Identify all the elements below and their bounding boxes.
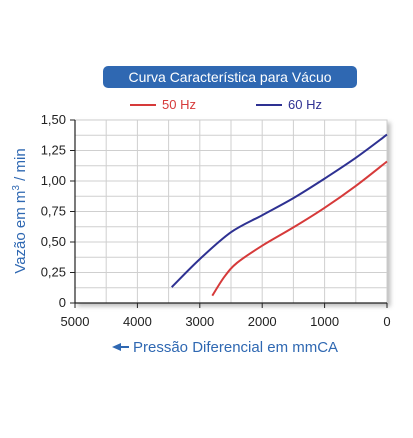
tick-labels: 0 0,25 0,50 0,75 1,00 1,25 1,50 5000 4000 3000 200… xyxy=(41,112,391,329)
x-tick-label: 5000 xyxy=(61,314,90,329)
y-tick-label: 0,75 xyxy=(41,204,66,219)
x-axis-label: Pressão Diferencial em mmCA xyxy=(133,339,338,356)
y-tick-label: 0,50 xyxy=(41,234,66,249)
grid xyxy=(75,120,387,303)
x-tick-label: 0 xyxy=(383,314,390,329)
x-axis-title: Pressão Diferencial em mmCA xyxy=(112,339,338,356)
legend-item-60hz: 60 Hz xyxy=(256,96,322,114)
chart-title: Curva Característica para Vácuo xyxy=(103,66,357,88)
y-tick-label: 0 xyxy=(59,295,66,310)
legend-label-50hz: 50 Hz xyxy=(162,97,196,112)
x-tick-label: 4000 xyxy=(123,314,152,329)
y-tick-label: 1,00 xyxy=(41,173,66,188)
x-tick-label: 2000 xyxy=(248,314,277,329)
left-arrow-icon xyxy=(112,343,121,351)
legend-label-60hz: 60 Hz xyxy=(288,97,322,112)
series-layer xyxy=(171,133,388,297)
y-tick-label: 1,25 xyxy=(41,143,66,158)
legend-swatch-60hz xyxy=(256,104,282,106)
series-line-50hz xyxy=(211,160,388,297)
x-tick-label: 3000 xyxy=(185,314,214,329)
series-line-60hz xyxy=(171,133,388,288)
y-tick-label: 1,50 xyxy=(41,112,66,127)
legend-swatch-50hz xyxy=(130,104,156,106)
x-tick-label: 1000 xyxy=(310,314,339,329)
legend-item-50hz: 50 Hz xyxy=(130,96,196,114)
y-tick-label: 0,25 xyxy=(41,265,66,280)
y-axis-title: Vazão em m3 / min xyxy=(11,148,29,273)
